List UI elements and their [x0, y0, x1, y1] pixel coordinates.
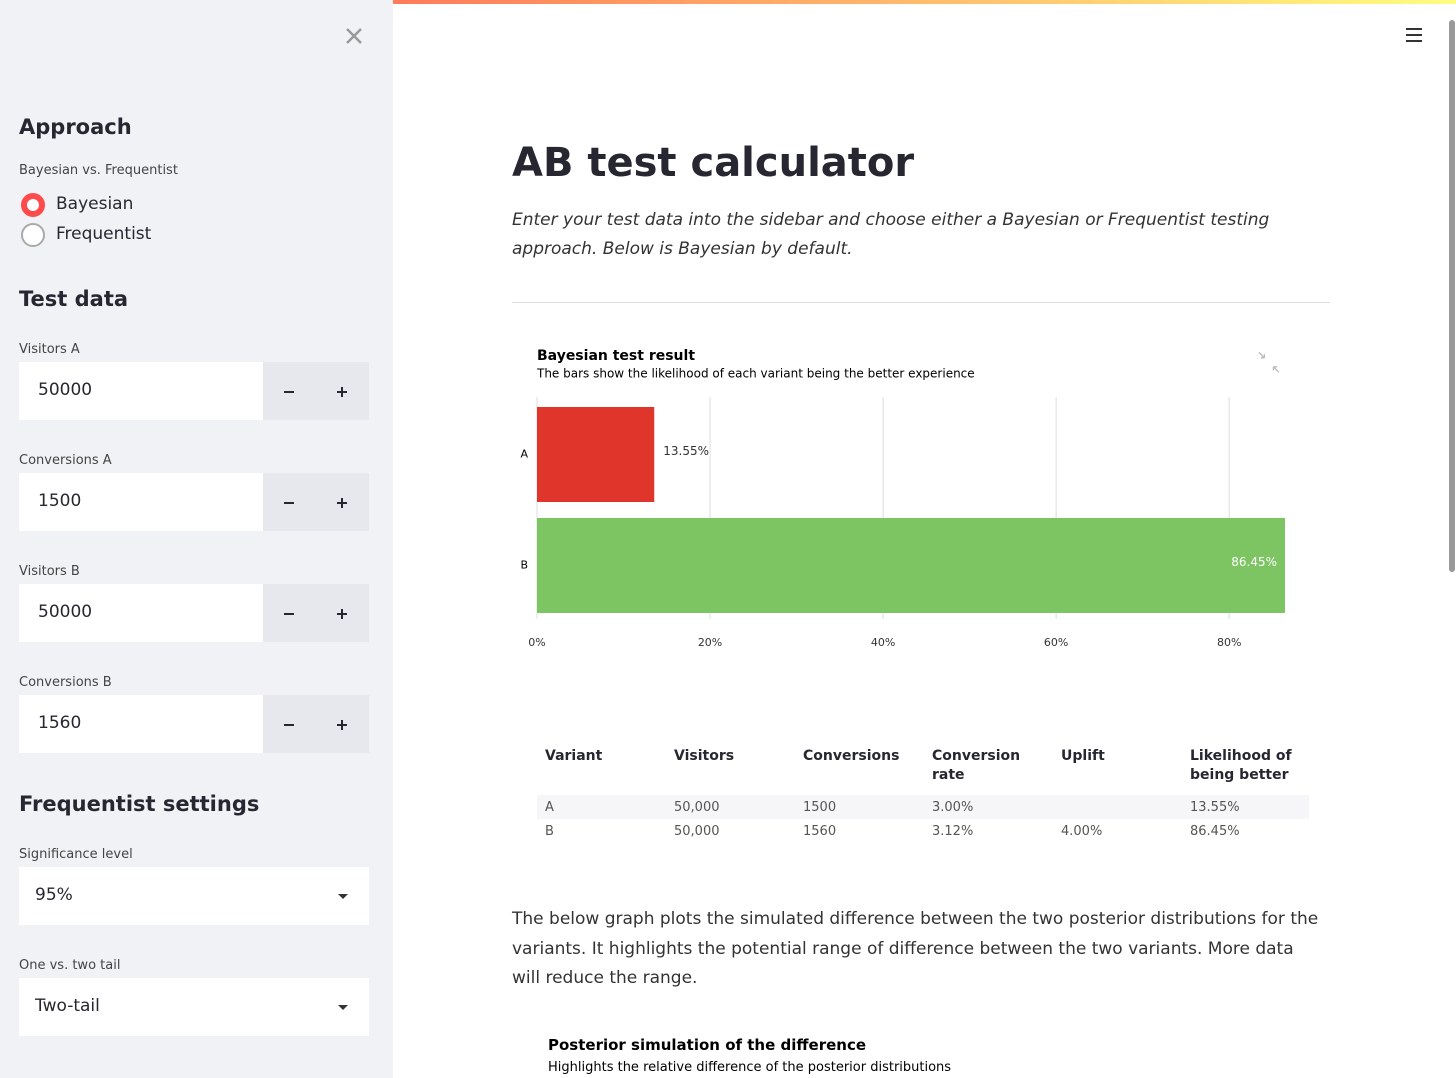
table-header: Visitors: [674, 748, 735, 764]
bar-value-label: 13.55%: [663, 444, 709, 458]
close-button[interactable]: [344, 26, 364, 46]
chart2-title: Posterior simulation of the difference: [548, 1036, 867, 1054]
radio-option: Frequentist: [56, 224, 152, 244]
input-value: 50000: [38, 602, 93, 622]
bar: [537, 407, 655, 502]
table-header: Likelihood of being better: [1190, 748, 1292, 783]
table-header: Uplift: [1061, 748, 1105, 764]
table-cell: A: [545, 800, 554, 815]
x-tick-label: 20%: [698, 636, 722, 649]
select[interactable]: [19, 978, 369, 1036]
x-tick-label: 40%: [871, 636, 895, 649]
paragraph: The below graph plots the simulated diff…: [512, 909, 1319, 988]
chart-subtitle: The bars show the likelihood of each var…: [536, 367, 975, 381]
input-value: 1500: [38, 491, 82, 511]
table-cell: 4.00%: [1061, 824, 1103, 839]
x-tick-label: 0%: [528, 636, 545, 649]
select-value: Two-tail: [35, 996, 100, 1016]
y-tick-label: A: [520, 448, 528, 461]
table-row-bg: [537, 795, 1309, 819]
select-label: Significance level: [19, 847, 133, 862]
x-tick-label: 80%: [1217, 636, 1241, 649]
table-cell: 86.45%: [1190, 824, 1240, 839]
stepper-buttons[interactable]: [263, 362, 369, 420]
radio[interactable]: [21, 223, 45, 247]
divider: [512, 302, 1330, 303]
top-bar: [0, 0, 1456, 4]
page-title: AB test calculator: [512, 140, 915, 186]
number-input[interactable]: [19, 362, 263, 420]
scrollbar: [1449, 20, 1455, 572]
stepper: [263, 473, 369, 531]
input-value: 1560: [38, 713, 82, 733]
input-value: 50000: [38, 380, 93, 400]
section-heading: Approach: [19, 115, 132, 139]
number-input[interactable]: [19, 473, 263, 531]
select-value: 95%: [35, 885, 73, 905]
table-cell: 1500: [803, 800, 837, 815]
radio[interactable]: [21, 193, 45, 217]
intro: Enter your test data into the sidebar an…: [512, 210, 1270, 259]
stepper: [263, 584, 369, 642]
table-header: Conversion rate: [932, 748, 1021, 783]
section-heading: Test data: [19, 287, 129, 311]
bar-value-label: 86.45%: [1231, 555, 1277, 569]
table-header: Conversions: [803, 748, 900, 764]
chart-title: Bayesian test result: [537, 348, 695, 364]
input-label: Visitors B: [19, 564, 80, 579]
sidebar: Approach Bayesian vs. Frequentist Bayesian…: [0, 0, 393, 1078]
stepper-buttons[interactable]: [263, 473, 369, 531]
input-label: Visitors A: [19, 342, 80, 357]
input-label: Conversions B: [19, 675, 112, 690]
stepper-buttons[interactable]: [263, 584, 369, 642]
stepper: [263, 695, 369, 753]
table-header: Variant: [545, 748, 603, 764]
stepper-buttons[interactable]: [263, 695, 369, 753]
table-cell: 1560: [803, 824, 837, 839]
x-tick-label: 60%: [1044, 636, 1068, 649]
select-label: One vs. two tail: [19, 958, 121, 973]
dropdown-arrow: [338, 894, 348, 899]
select[interactable]: [19, 867, 369, 925]
number-input[interactable]: [19, 584, 263, 642]
chart2-subtitle: Highlights the relative difference of th…: [548, 1060, 952, 1075]
section-heading: Frequentist settings: [19, 792, 260, 816]
bar: [537, 518, 1285, 613]
menu-button[interactable]: [1404, 26, 1424, 44]
chart: Bayesian test result The bars show the li…: [520, 348, 1285, 649]
table-cell: 50,000: [674, 800, 720, 815]
radio-label: Bayesian vs. Frequentist: [19, 163, 178, 178]
input-label: Conversions A: [19, 453, 112, 468]
table-cell: 13.55%: [1190, 800, 1240, 815]
stepper: [263, 362, 369, 420]
number-input[interactable]: [19, 695, 263, 753]
table-cell: 3.12%: [932, 824, 974, 839]
table-cell: 50,000: [674, 824, 720, 839]
table-cell: 3.00%: [932, 800, 974, 815]
table-cell: B: [545, 824, 554, 839]
y-tick-label: B: [520, 559, 528, 572]
radio-option: Bayesian: [56, 194, 134, 214]
dropdown-arrow: [338, 1005, 348, 1010]
